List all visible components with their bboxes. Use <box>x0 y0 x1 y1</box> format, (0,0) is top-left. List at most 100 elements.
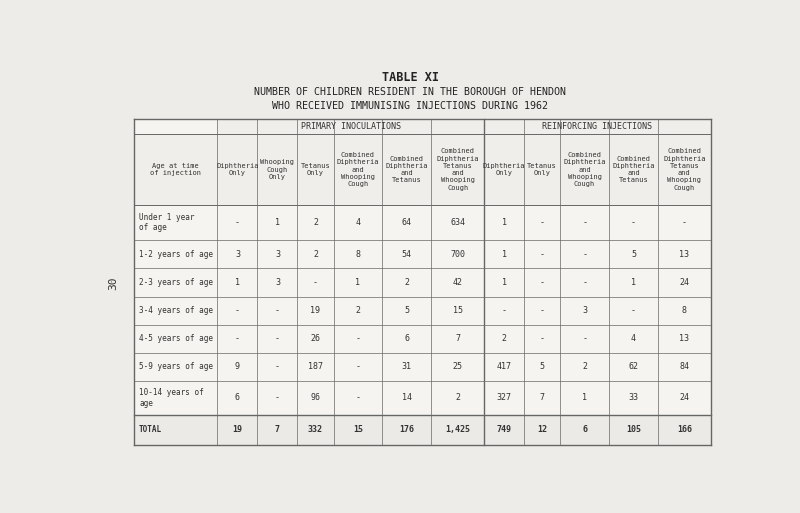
Text: 7: 7 <box>540 393 545 402</box>
Text: Combined
Diphtheria
and
Whooping
Cough: Combined Diphtheria and Whooping Cough <box>563 152 606 187</box>
Text: -: - <box>235 334 240 343</box>
Bar <box>134 134 710 205</box>
Text: -: - <box>582 218 587 227</box>
Text: 700: 700 <box>450 250 465 259</box>
Text: -: - <box>275 334 280 343</box>
Text: -: - <box>540 218 545 227</box>
Text: WHO RECEIVED IMMUNISING INJECTIONS DURING 1962: WHO RECEIVED IMMUNISING INJECTIONS DURIN… <box>272 101 548 111</box>
Text: 54: 54 <box>402 250 412 259</box>
Text: -: - <box>540 278 545 287</box>
Text: 26: 26 <box>310 334 321 343</box>
Text: 749: 749 <box>497 425 511 435</box>
Text: -: - <box>682 218 687 227</box>
Bar <box>218 119 484 134</box>
Text: -: - <box>235 218 240 227</box>
Text: 6: 6 <box>235 393 240 402</box>
Text: 1: 1 <box>502 218 506 227</box>
Text: 13: 13 <box>679 334 690 343</box>
Text: 25: 25 <box>453 362 462 371</box>
Text: -: - <box>582 278 587 287</box>
Text: 327: 327 <box>497 393 511 402</box>
Text: TABLE XI: TABLE XI <box>382 71 438 85</box>
Text: 4: 4 <box>631 334 636 343</box>
Text: Under 1 year
of age: Under 1 year of age <box>139 213 194 232</box>
Text: 10-14 years of
age: 10-14 years of age <box>139 388 204 408</box>
Text: 5: 5 <box>404 306 410 315</box>
Text: NUMBER OF CHILDREN RESIDENT IN THE BOROUGH OF HENDON: NUMBER OF CHILDREN RESIDENT IN THE BOROU… <box>254 87 566 97</box>
Text: -: - <box>235 306 240 315</box>
Text: 8: 8 <box>682 306 687 315</box>
Text: 96: 96 <box>310 393 321 402</box>
Text: 24: 24 <box>679 278 690 287</box>
Text: 634: 634 <box>450 218 465 227</box>
Text: 105: 105 <box>626 425 641 435</box>
Bar <box>134 119 710 445</box>
Text: 64: 64 <box>402 218 412 227</box>
Text: 3-4 years of age: 3-4 years of age <box>139 306 213 315</box>
Text: 2: 2 <box>355 306 361 315</box>
Text: 187: 187 <box>308 362 323 371</box>
Text: 2: 2 <box>404 278 410 287</box>
Text: -: - <box>582 334 587 343</box>
Text: 15: 15 <box>453 306 462 315</box>
Text: -: - <box>355 334 361 343</box>
Text: 62: 62 <box>629 362 638 371</box>
Text: 1,425: 1,425 <box>445 425 470 435</box>
Text: -: - <box>355 393 361 402</box>
Text: 332: 332 <box>308 425 323 435</box>
Text: 3: 3 <box>582 306 587 315</box>
Text: 2: 2 <box>582 362 587 371</box>
Text: 2: 2 <box>313 250 318 259</box>
Text: Tetanus
Only: Tetanus Only <box>527 163 557 176</box>
Text: 12: 12 <box>537 425 547 435</box>
Text: 1: 1 <box>235 278 240 287</box>
Text: 14: 14 <box>402 393 412 402</box>
Text: 1: 1 <box>502 250 506 259</box>
Text: 3: 3 <box>275 278 280 287</box>
Text: 176: 176 <box>399 425 414 435</box>
Text: PRIMARY INOCULATIONS: PRIMARY INOCULATIONS <box>301 122 401 131</box>
Text: 13: 13 <box>679 250 690 259</box>
Text: 1: 1 <box>275 218 280 227</box>
Text: Combined
Diphtheria
Tetanus
and
Whooping
Cough: Combined Diphtheria Tetanus and Whooping… <box>437 148 479 191</box>
Text: 7: 7 <box>275 425 280 435</box>
Text: 9: 9 <box>235 362 240 371</box>
Text: 3: 3 <box>235 250 240 259</box>
Text: -: - <box>540 306 545 315</box>
Text: 1-2 years of age: 1-2 years of age <box>139 250 213 259</box>
Text: -: - <box>631 306 636 315</box>
Text: -: - <box>275 306 280 315</box>
Text: 1: 1 <box>502 278 506 287</box>
Text: Age at time
of injection: Age at time of injection <box>150 163 202 176</box>
Text: 1: 1 <box>355 278 361 287</box>
Text: Diphtheria
Only: Diphtheria Only <box>483 163 526 176</box>
Text: -: - <box>631 218 636 227</box>
Text: 7: 7 <box>455 334 460 343</box>
Text: 84: 84 <box>679 362 690 371</box>
Text: -: - <box>275 362 280 371</box>
Text: Combined
Diphtheria
and
Tetanus: Combined Diphtheria and Tetanus <box>612 155 654 183</box>
Text: 3: 3 <box>275 250 280 259</box>
Text: 19: 19 <box>233 425 242 435</box>
Text: 33: 33 <box>629 393 638 402</box>
Text: 30: 30 <box>109 276 118 289</box>
Text: 6: 6 <box>404 334 410 343</box>
Text: -: - <box>540 250 545 259</box>
Text: -: - <box>582 250 587 259</box>
Text: 2: 2 <box>502 334 506 343</box>
Text: 4: 4 <box>355 218 361 227</box>
Text: 4-5 years of age: 4-5 years of age <box>139 334 213 343</box>
Text: -: - <box>313 278 318 287</box>
Text: 42: 42 <box>453 278 462 287</box>
Text: Whooping
Cough
Only: Whooping Cough Only <box>261 159 294 180</box>
Text: 24: 24 <box>679 393 690 402</box>
Text: Combined
Diphtheria
and
Whooping
Cough: Combined Diphtheria and Whooping Cough <box>337 152 379 187</box>
Text: Tetanus
Only: Tetanus Only <box>301 163 330 176</box>
Text: -: - <box>355 362 361 371</box>
Text: 5: 5 <box>631 250 636 259</box>
Text: TOTAL: TOTAL <box>139 425 162 435</box>
Text: 1: 1 <box>631 278 636 287</box>
Text: Diphtheria
Only: Diphtheria Only <box>216 163 258 176</box>
Text: 5: 5 <box>540 362 545 371</box>
Text: REINFORCING INJECTIONS: REINFORCING INJECTIONS <box>542 122 652 131</box>
